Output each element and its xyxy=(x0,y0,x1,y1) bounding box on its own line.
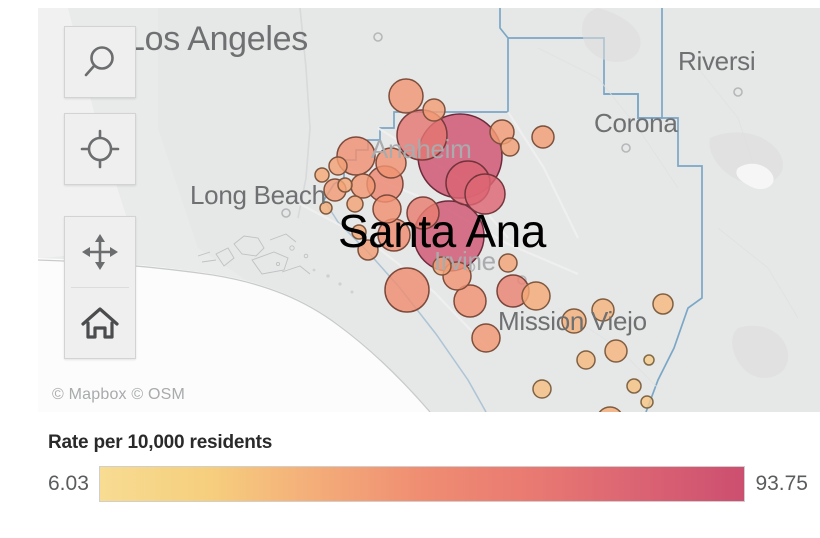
legend: Rate per 10,000 residents 6.03 93.75 xyxy=(48,432,808,502)
data-bubble[interactable] xyxy=(337,177,353,193)
data-bubble[interactable] xyxy=(531,125,555,149)
data-bubble[interactable] xyxy=(471,323,501,353)
data-bubble[interactable] xyxy=(346,195,364,213)
data-bubble[interactable] xyxy=(597,406,623,412)
data-bubble[interactable] xyxy=(432,256,452,276)
data-bubble[interactable] xyxy=(422,98,446,122)
data-bubble[interactable] xyxy=(561,308,587,334)
terrain-shading xyxy=(582,8,789,378)
home-icon xyxy=(81,307,119,339)
home-button[interactable] xyxy=(65,288,135,358)
data-bubble[interactable] xyxy=(328,156,348,176)
control-divider xyxy=(71,287,129,288)
legend-max-value: 93.75 xyxy=(755,472,808,495)
data-bubble[interactable] xyxy=(640,395,654,409)
map-control-group-navigate[interactable] xyxy=(64,216,136,359)
legend-gradient-bar xyxy=(98,466,746,502)
pan-button[interactable] xyxy=(65,217,135,287)
data-bubble[interactable] xyxy=(626,378,642,394)
data-bubble[interactable] xyxy=(319,201,333,215)
data-bubble-layer[interactable] xyxy=(314,78,674,412)
data-bubble[interactable] xyxy=(350,173,376,199)
la-oc-divider xyxy=(297,8,311,219)
map-attribution: © Mapbox © OSM xyxy=(52,386,186,403)
map-control-group-locate[interactable] xyxy=(64,113,136,185)
map-control-group-top[interactable] xyxy=(64,26,136,98)
lake-matthews xyxy=(736,163,774,190)
data-bubble[interactable] xyxy=(388,78,424,114)
data-bubble[interactable] xyxy=(351,224,367,240)
county-boundary-east xyxy=(604,93,703,412)
data-bubble[interactable] xyxy=(464,173,506,215)
data-bubble[interactable] xyxy=(384,267,430,313)
breakwater-dots xyxy=(312,268,354,294)
pacific-ocean xyxy=(38,258,430,412)
data-bubble[interactable] xyxy=(498,253,518,273)
data-bubble[interactable] xyxy=(314,167,330,183)
data-bubble[interactable] xyxy=(652,293,674,315)
harbor-detail xyxy=(197,233,311,275)
pan-arrows-icon xyxy=(82,234,118,270)
locate-button[interactable] xyxy=(65,114,135,184)
data-bubble[interactable] xyxy=(532,379,552,399)
data-bubble[interactable] xyxy=(643,354,655,366)
data-bubble[interactable] xyxy=(377,218,411,252)
data-bubble[interactable] xyxy=(372,194,402,224)
data-bubble[interactable] xyxy=(453,284,487,318)
data-bubble[interactable] xyxy=(375,147,407,179)
data-bubble[interactable] xyxy=(500,137,520,157)
data-bubble[interactable] xyxy=(357,239,379,261)
legend-scale-row: 6.03 93.75 xyxy=(48,466,808,502)
data-bubble[interactable] xyxy=(604,339,628,363)
crosshair-icon xyxy=(80,129,120,169)
map-canvas[interactable]: Los Angeles Long Beach Anaheim Santa Ana Irv… xyxy=(38,8,820,412)
legend-min-value: 6.03 xyxy=(48,472,89,495)
magnifier-icon xyxy=(84,46,114,77)
data-bubble[interactable] xyxy=(406,196,440,230)
data-bubble[interactable] xyxy=(576,350,596,370)
search-button[interactable] xyxy=(65,27,135,97)
legend-title: Rate per 10,000 residents xyxy=(48,432,273,453)
data-bubble[interactable] xyxy=(591,298,615,322)
map-vector-layer xyxy=(38,8,820,412)
data-bubble[interactable] xyxy=(396,109,448,161)
data-bubble[interactable] xyxy=(521,281,551,311)
